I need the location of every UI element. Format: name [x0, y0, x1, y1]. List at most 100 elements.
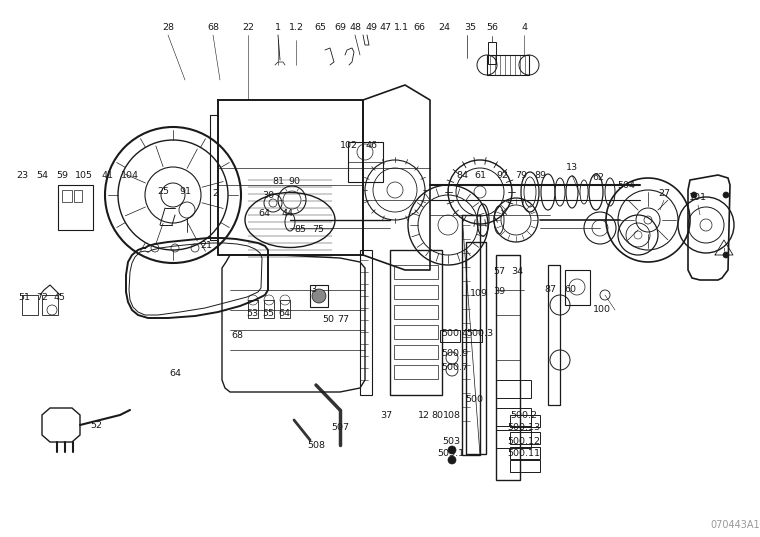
Text: 92: 92: [496, 171, 508, 179]
Text: 66: 66: [413, 24, 425, 33]
Bar: [496, 430, 531, 448]
Text: 102: 102: [340, 141, 358, 149]
Circle shape: [448, 446, 456, 454]
Text: 23: 23: [16, 171, 28, 179]
Text: 500.3: 500.3: [467, 329, 493, 337]
Bar: [394, 325, 438, 339]
Bar: [462, 330, 482, 342]
Bar: [487, 55, 529, 75]
Bar: [510, 415, 540, 427]
Text: 35: 35: [464, 24, 476, 33]
Text: 25: 25: [157, 187, 169, 197]
Text: 3: 3: [310, 286, 316, 294]
Text: 503.1: 503.1: [438, 449, 464, 459]
Bar: [42, 295, 58, 315]
Bar: [22, 295, 38, 315]
Text: 12: 12: [418, 410, 430, 419]
Text: 68: 68: [231, 331, 243, 340]
Text: 65: 65: [314, 24, 326, 33]
Text: 108: 108: [443, 410, 461, 419]
Text: 61: 61: [474, 171, 486, 179]
Text: !: !: [723, 248, 726, 254]
Text: 68: 68: [207, 24, 219, 33]
Text: 84: 84: [456, 171, 468, 179]
Text: 105: 105: [75, 171, 93, 179]
Text: 54: 54: [36, 171, 48, 179]
Text: 104: 104: [121, 171, 139, 179]
Text: 070443A1: 070443A1: [710, 520, 760, 530]
Text: 4: 4: [521, 24, 527, 33]
Text: 64: 64: [169, 369, 181, 379]
Text: 50: 50: [322, 316, 334, 324]
Text: 59: 59: [56, 171, 68, 179]
Text: 55: 55: [262, 308, 274, 317]
Text: 89: 89: [534, 171, 546, 179]
Text: 100: 100: [593, 306, 611, 315]
Bar: [280, 300, 290, 318]
Text: 41: 41: [101, 171, 113, 179]
Bar: [488, 42, 496, 64]
Text: 44: 44: [282, 208, 294, 217]
Text: 22: 22: [242, 24, 254, 33]
Text: 1.2: 1.2: [289, 24, 303, 33]
Bar: [62, 190, 72, 202]
Bar: [394, 345, 438, 359]
Text: 39: 39: [493, 287, 505, 295]
Bar: [74, 190, 82, 202]
Text: 81: 81: [272, 177, 284, 185]
Text: 21: 21: [200, 242, 212, 250]
Text: 56: 56: [486, 24, 498, 33]
Text: 1: 1: [275, 24, 281, 33]
Text: 49: 49: [366, 24, 378, 33]
Text: 46: 46: [365, 141, 377, 149]
Bar: [348, 142, 383, 182]
Text: 51: 51: [18, 293, 30, 301]
Bar: [510, 447, 540, 459]
Bar: [58, 185, 93, 230]
Text: 79: 79: [515, 171, 527, 179]
Text: 64: 64: [278, 308, 290, 317]
Bar: [310, 285, 328, 307]
Bar: [394, 365, 438, 379]
Text: 28: 28: [162, 24, 174, 33]
Text: 500.12: 500.12: [508, 437, 540, 446]
Text: 500: 500: [465, 395, 483, 404]
Text: 1.1: 1.1: [394, 24, 409, 33]
Text: 2: 2: [212, 188, 218, 198]
Text: 24: 24: [438, 24, 450, 33]
Text: 27: 27: [658, 188, 670, 198]
Text: 503: 503: [442, 437, 460, 446]
Bar: [394, 265, 438, 279]
Text: 60: 60: [564, 286, 576, 294]
Bar: [462, 215, 480, 455]
Text: 52: 52: [90, 420, 102, 430]
Text: 500.9: 500.9: [442, 349, 468, 358]
Text: 69: 69: [334, 24, 346, 33]
Bar: [466, 242, 486, 454]
Text: 85: 85: [294, 224, 306, 234]
Circle shape: [723, 252, 729, 258]
Text: 500.13: 500.13: [508, 424, 540, 432]
Text: 48: 48: [350, 24, 362, 33]
Text: 507: 507: [331, 424, 349, 432]
Text: 500.4: 500.4: [442, 329, 468, 337]
Text: 508: 508: [307, 441, 325, 451]
Circle shape: [448, 456, 456, 464]
Text: 57: 57: [493, 266, 505, 275]
Bar: [548, 265, 560, 405]
Text: 47: 47: [380, 24, 392, 33]
Text: 101: 101: [689, 192, 707, 201]
Text: 500.2: 500.2: [511, 410, 537, 419]
Text: 91: 91: [179, 187, 191, 197]
Text: 504: 504: [617, 180, 635, 190]
Bar: [390, 250, 442, 395]
Text: 37: 37: [380, 410, 392, 419]
Text: 77: 77: [337, 316, 349, 324]
Bar: [510, 432, 540, 444]
Text: 45: 45: [54, 293, 66, 301]
Text: 13: 13: [566, 163, 578, 172]
Bar: [248, 300, 258, 318]
Circle shape: [723, 192, 729, 198]
Text: 75: 75: [312, 224, 324, 234]
Bar: [496, 255, 520, 480]
